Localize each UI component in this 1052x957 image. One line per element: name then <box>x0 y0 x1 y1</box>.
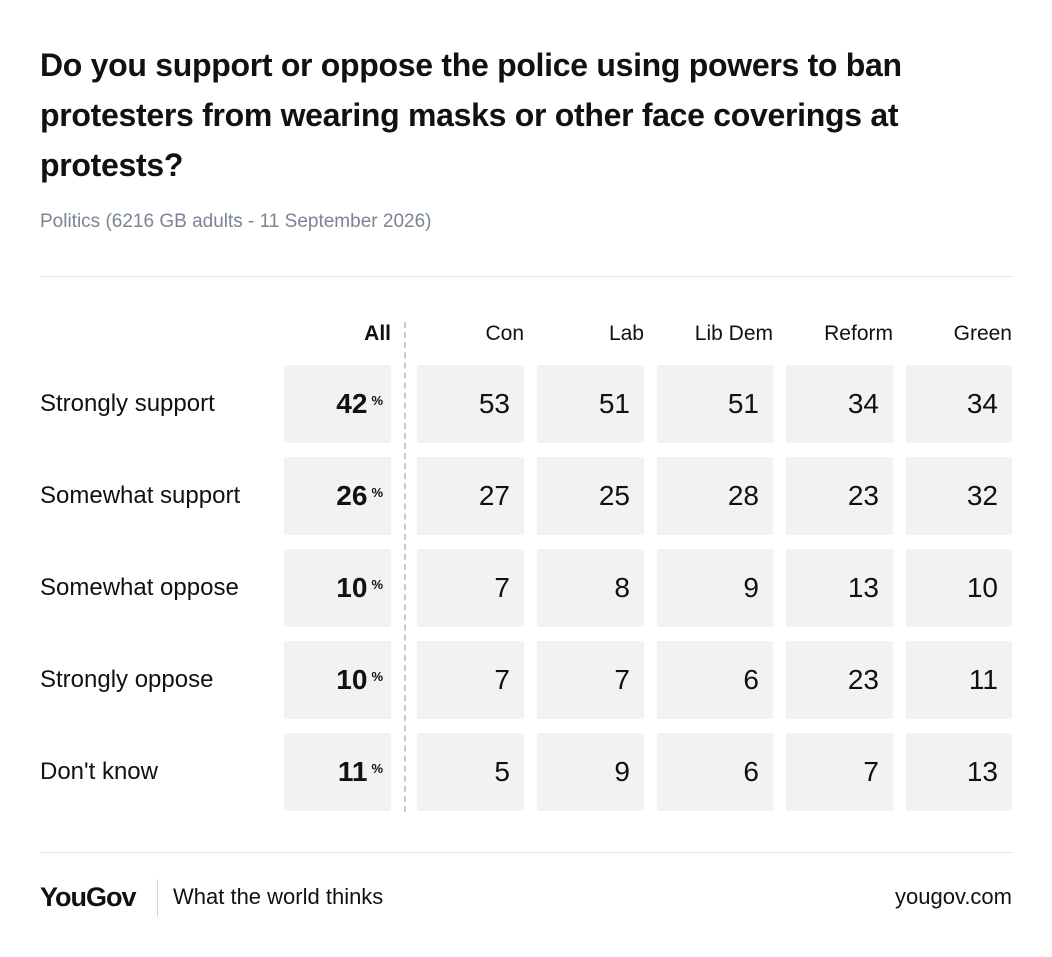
column-header-lib-dem: Lib Dem <box>694 322 773 345</box>
cell-value: 51 <box>727 388 759 419</box>
cell-somewhat-support-all: 26% <box>284 457 391 535</box>
footer-tagline: What the world thinks <box>173 884 384 909</box>
footer-separator <box>157 879 158 917</box>
cell-value: 8 <box>614 572 630 603</box>
column-header-all: All <box>364 322 391 345</box>
column-header-green: Green <box>953 322 1012 345</box>
cell-value: 6 <box>743 664 759 695</box>
cell-strongly-support-lib-dem: 51 <box>657 365 773 443</box>
cell-strongly-oppose-green: 11 <box>906 641 1012 719</box>
percent-unit: % <box>371 576 383 592</box>
cell-somewhat-oppose-all: 10% <box>284 549 391 627</box>
cell-value: 42 <box>336 388 368 419</box>
cell-value: 7 <box>494 572 510 603</box>
cell-value: 10 <box>336 572 368 603</box>
cell-somewhat-oppose-lab: 8 <box>537 549 644 627</box>
cell-value: 23 <box>847 480 879 511</box>
cell-somewhat-oppose-lib-dem: 9 <box>657 549 773 627</box>
cell-somewhat-support-lab: 25 <box>537 457 644 535</box>
cell-value: 34 <box>966 388 998 419</box>
cell-strongly-support-all: 42% <box>284 365 391 443</box>
yougov-logo: YouGov <box>40 882 137 912</box>
cell-value: 9 <box>614 756 630 787</box>
cell-don-t-know-con: 5 <box>417 733 524 811</box>
cell-somewhat-support-green: 32 <box>906 457 1012 535</box>
percent-unit: % <box>371 392 383 408</box>
cell-strongly-support-green: 34 <box>906 365 1012 443</box>
cell-somewhat-support-con: 27 <box>417 457 524 535</box>
cell-don-t-know-green: 13 <box>906 733 1012 811</box>
cell-value: 10 <box>336 664 368 695</box>
cell-value: 10 <box>966 572 998 603</box>
cell-value: 9 <box>743 572 759 603</box>
cell-value: 7 <box>863 756 879 787</box>
cell-somewhat-support-reform: 23 <box>786 457 893 535</box>
row-label-don-t-know: Don't know <box>40 758 158 785</box>
cell-value: 11 <box>968 664 998 695</box>
cell-value: 7 <box>614 664 630 695</box>
cell-value: 32 <box>966 480 998 511</box>
cell-value: 23 <box>847 664 879 695</box>
bottom-divider <box>40 852 1012 853</box>
cell-value: 13 <box>966 756 998 787</box>
cell-value: 25 <box>598 480 630 511</box>
cell-value: 7 <box>494 664 510 695</box>
cell-value: 11 <box>337 756 368 787</box>
top-divider <box>40 276 1012 277</box>
cell-value: 13 <box>847 572 879 603</box>
cell-strongly-oppose-con: 7 <box>417 641 524 719</box>
cell-value: 34 <box>847 388 879 419</box>
column-header-reform: Reform <box>824 322 893 345</box>
cell-don-t-know-reform: 7 <box>786 733 893 811</box>
row-label-somewhat-oppose: Somewhat oppose <box>40 574 239 601</box>
cell-value: 53 <box>478 388 510 419</box>
cell-somewhat-oppose-con: 7 <box>417 549 524 627</box>
cell-somewhat-support-lib-dem: 28 <box>657 457 773 535</box>
all-column-divider <box>404 322 406 812</box>
cell-strongly-support-lab: 51 <box>537 365 644 443</box>
cell-value: 6 <box>743 756 759 787</box>
cell-value: 5 <box>494 756 510 787</box>
cell-don-t-know-lib-dem: 6 <box>657 733 773 811</box>
cell-strongly-support-reform: 34 <box>786 365 893 443</box>
cell-somewhat-oppose-green: 10 <box>906 549 1012 627</box>
column-header-con: Con <box>485 322 524 345</box>
percent-unit: % <box>371 668 383 684</box>
row-label-strongly-support: Strongly support <box>40 390 215 417</box>
chart-subtitle: Politics (6216 GB adults - 11 September … <box>40 211 432 232</box>
cell-somewhat-oppose-reform: 13 <box>786 549 893 627</box>
cell-strongly-oppose-reform: 23 <box>786 641 893 719</box>
cell-strongly-oppose-all: 10% <box>284 641 391 719</box>
cell-value: 26 <box>336 480 368 511</box>
cell-value: 51 <box>598 388 630 419</box>
row-label-somewhat-support: Somewhat support <box>40 482 241 509</box>
percent-unit: % <box>371 760 383 776</box>
cell-strongly-oppose-lib-dem: 6 <box>657 641 773 719</box>
cell-strongly-oppose-lab: 7 <box>537 641 644 719</box>
cell-don-t-know-lab: 9 <box>537 733 644 811</box>
cell-value: 27 <box>478 480 510 511</box>
cell-strongly-support-con: 53 <box>417 365 524 443</box>
column-header-lab: Lab <box>608 322 644 345</box>
cell-don-t-know-all: 11% <box>284 733 391 811</box>
chart-title: Do you support or oppose the police usin… <box>40 47 902 183</box>
row-label-strongly-oppose: Strongly oppose <box>40 666 214 693</box>
percent-unit: % <box>371 484 383 500</box>
footer-site: yougov.com <box>895 884 1012 909</box>
cell-value: 28 <box>727 480 759 511</box>
